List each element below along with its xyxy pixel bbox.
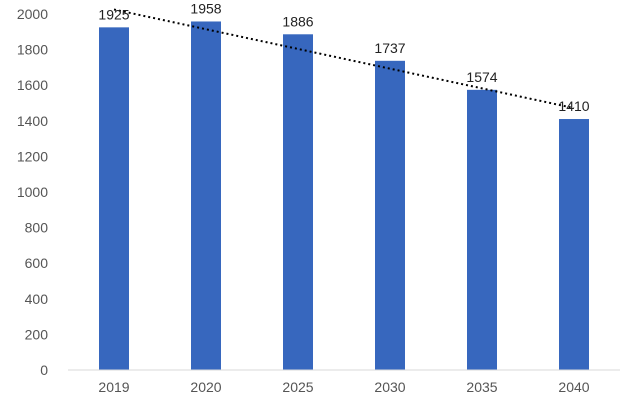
x-axis-ticks: 2019 2020 2025 2030 2035 2040 (98, 379, 589, 395)
x-tick-label: 2035 (466, 379, 497, 395)
data-label: 1574 (466, 69, 497, 85)
x-tick-label: 2040 (558, 379, 589, 395)
bar (99, 27, 129, 370)
y-tick-label: 0 (40, 362, 48, 378)
bars-group (99, 21, 589, 371)
data-labels-group: 1925 1958 1886 1737 1574 1410 (98, 0, 589, 114)
y-tick-label: 1000 (17, 184, 48, 200)
bar (559, 119, 589, 371)
y-tick-label: 1400 (17, 113, 48, 129)
x-tick-label: 2020 (190, 379, 221, 395)
x-tick-label: 2019 (98, 379, 129, 395)
data-label: 1886 (282, 13, 313, 29)
data-label: 1925 (98, 6, 129, 22)
data-label: 1958 (190, 0, 221, 16)
y-tick-label: 1800 (17, 42, 48, 58)
y-tick-label: 400 (25, 291, 49, 307)
x-tick-label: 2030 (374, 379, 405, 395)
y-tick-label: 1200 (17, 148, 48, 164)
bar (467, 89, 497, 370)
bar (375, 60, 405, 371)
bar (191, 21, 221, 370)
y-tick-label: 1600 (17, 77, 48, 93)
data-label: 1737 (374, 40, 405, 56)
bar (283, 34, 313, 371)
y-tick-label: 200 (25, 326, 49, 342)
x-tick-label: 2025 (282, 379, 313, 395)
y-tick-label: 800 (25, 220, 49, 236)
trendline (113, 8, 575, 110)
y-axis-ticks: 0 200 400 600 800 1000 1200 1400 1600 1800 2000 (17, 6, 48, 378)
data-label: 1410 (558, 98, 589, 114)
y-tick-label: 600 (25, 255, 49, 271)
y-tick-label: 2000 (17, 6, 48, 22)
